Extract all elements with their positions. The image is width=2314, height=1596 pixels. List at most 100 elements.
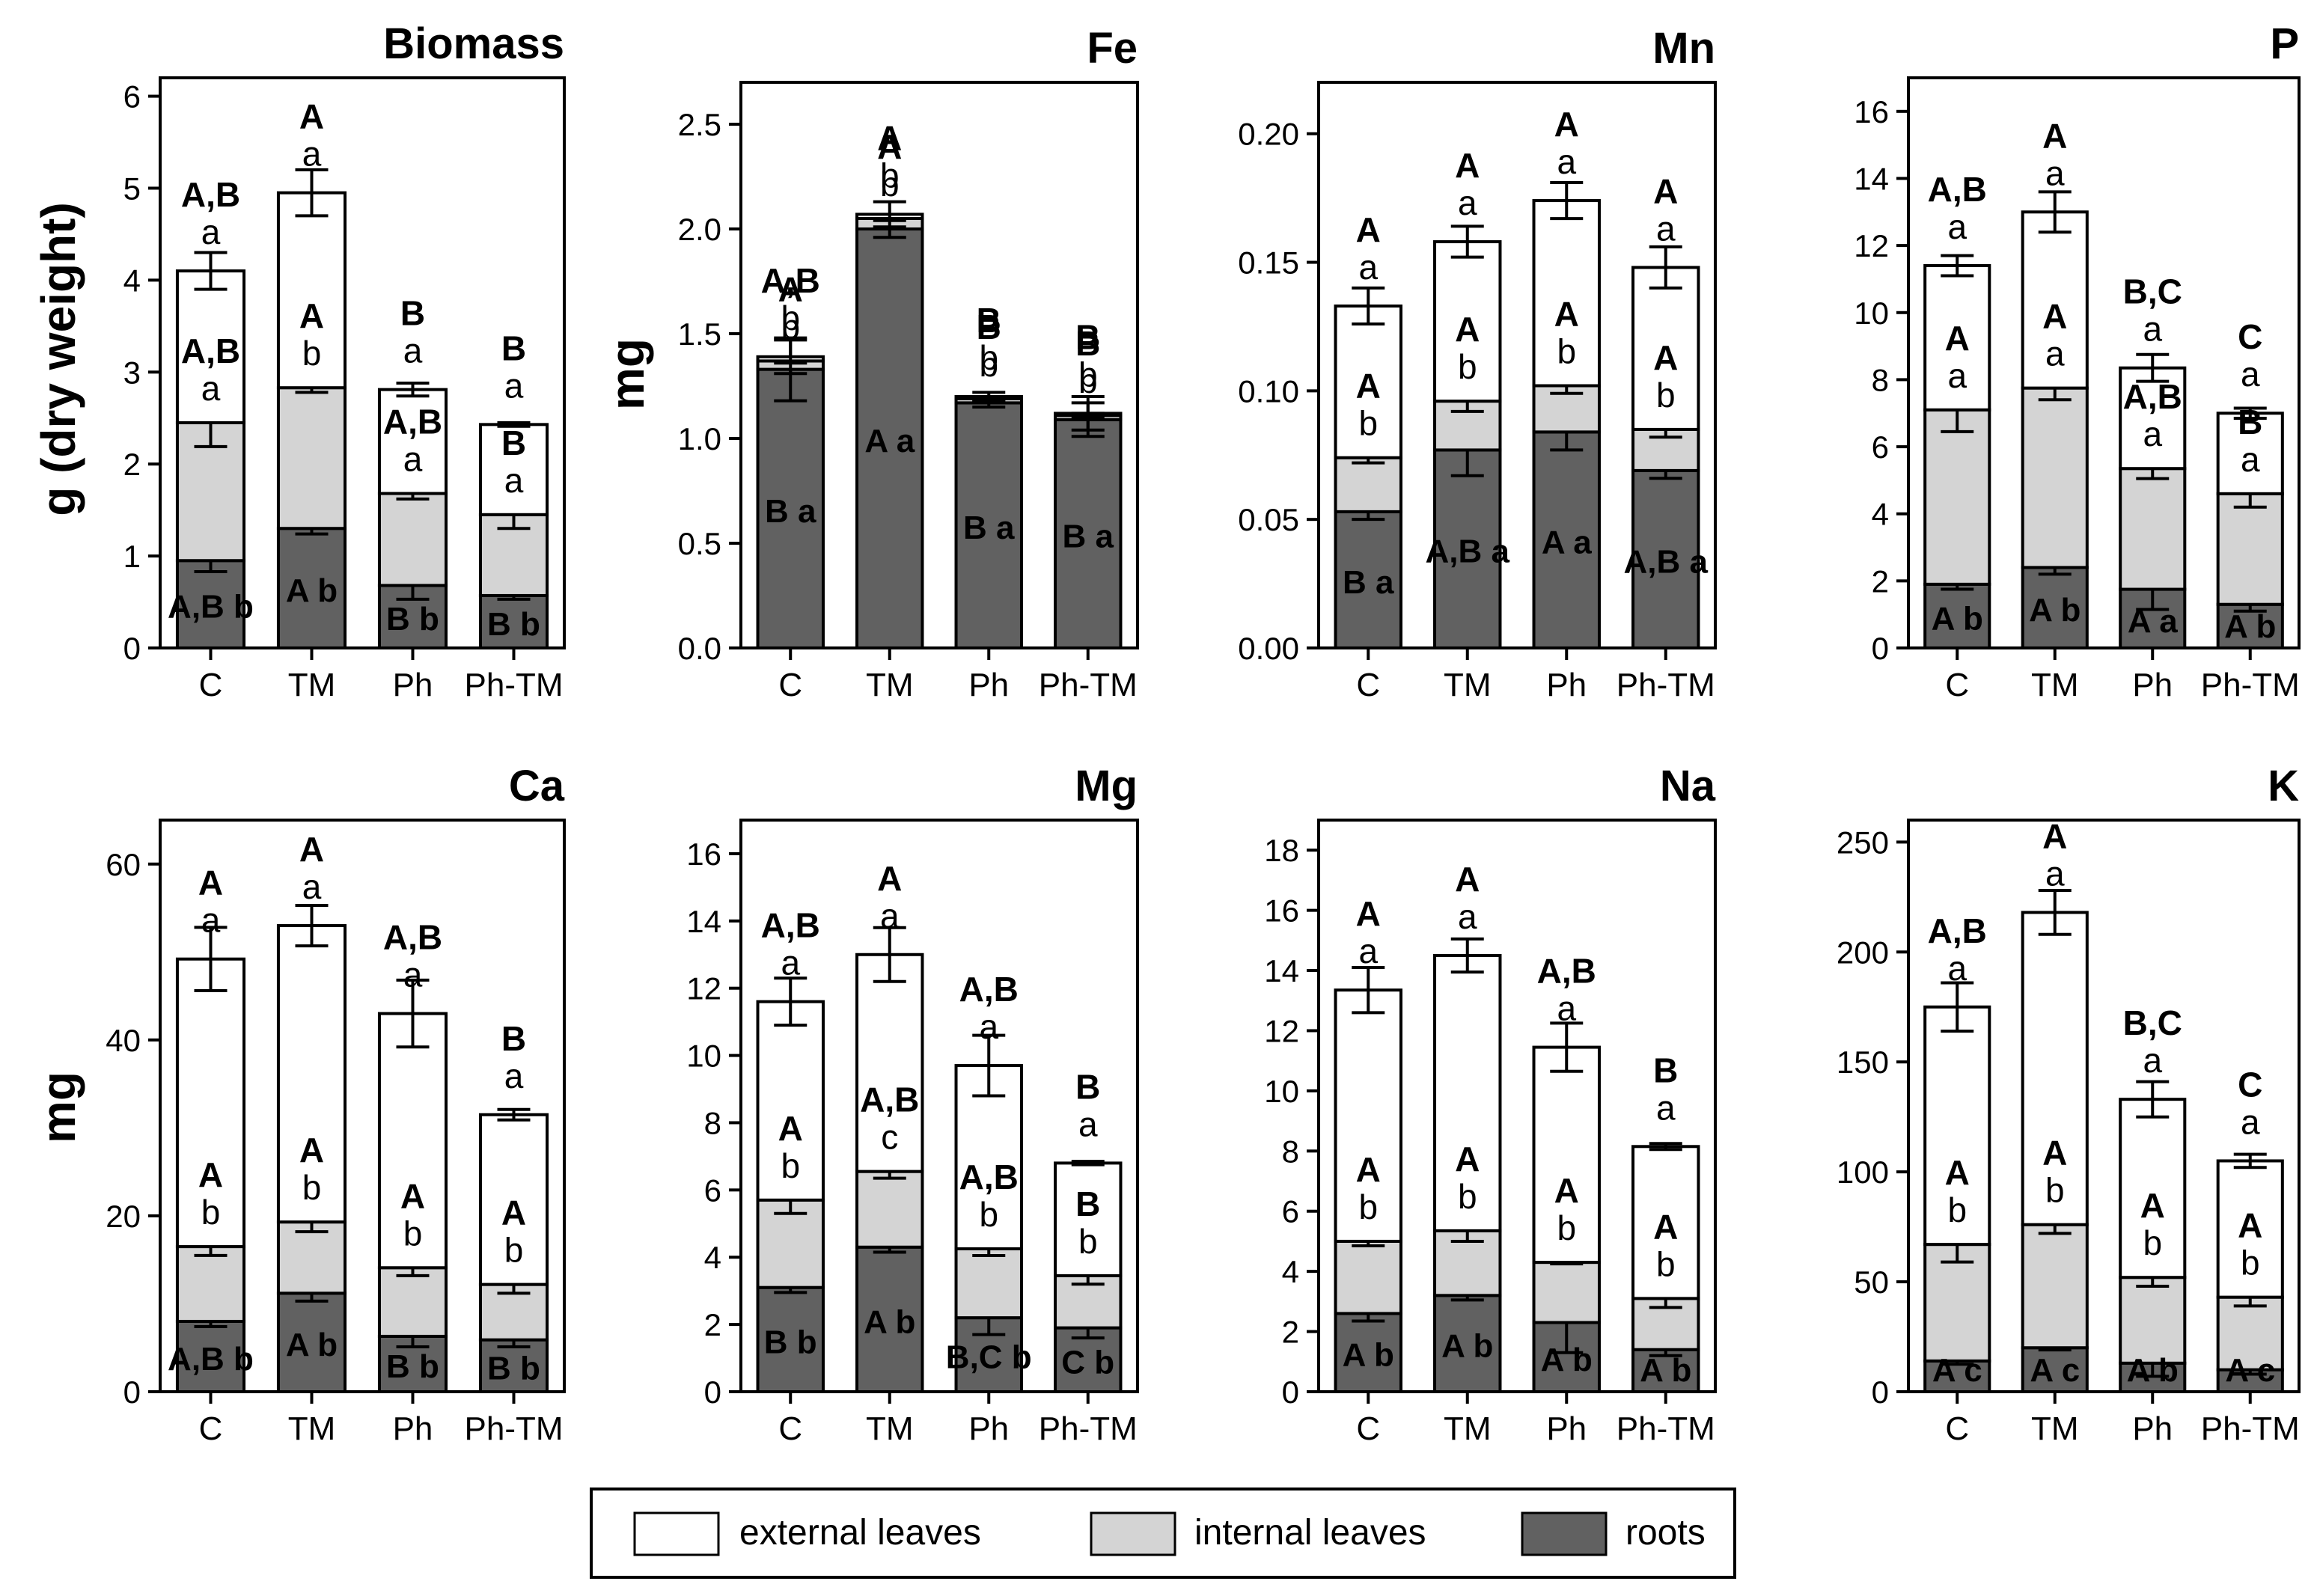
significance-roots: A b (286, 1327, 338, 1363)
significance-external-lower: b (781, 299, 800, 337)
y-tick-label: 0.0 (678, 631, 721, 666)
y-tick-label: 60 (106, 847, 141, 882)
y-tick-label: 0.00 (1238, 631, 1299, 666)
bar-segment-roots (1923, 1359, 1991, 1394)
x-tick-label: Ph-TM (1039, 667, 1138, 703)
x-tick-label: C (1356, 667, 1380, 703)
bar-segment-external-leaves (1054, 1161, 1123, 1277)
significance-roots: A b (1932, 600, 1983, 637)
bar-segment-roots (1433, 448, 1502, 650)
y-tick-label: 40 (106, 1023, 141, 1058)
bar-segment-internal-leaves (1433, 1229, 1502, 1297)
significance-external-upper: A,B (383, 918, 442, 957)
significance-internal-upper: A (1455, 310, 1480, 349)
significance-external-upper: A (1356, 894, 1381, 933)
significance-internal-upper: A (400, 1176, 425, 1215)
bar-segment-roots (478, 593, 549, 650)
significance-internal-upper: A (1653, 1207, 1678, 1246)
bar-segment-internal-leaves (2119, 1276, 2187, 1365)
y-tick-label: 8 (704, 1105, 721, 1140)
y-tick-label: 0.10 (1238, 373, 1299, 409)
significance-roots: B a (1343, 564, 1394, 601)
legend-label-external-leaves: external leaves (739, 1513, 981, 1553)
bar-segment-roots (1334, 510, 1402, 650)
y-tick-label: 1.5 (678, 317, 721, 352)
significance-internal-lower: b (781, 307, 800, 346)
significance-external-lower: a (403, 956, 423, 994)
significance-internal-lower: b (1458, 1177, 1477, 1216)
significance-internal-lower: b (2045, 1171, 2065, 1210)
significance-external-upper: A,B (181, 175, 240, 214)
bar-segment-external-leaves (954, 1064, 1023, 1250)
significance-external-upper: A,B (1537, 952, 1596, 991)
significance-external-lower: a (2241, 355, 2260, 394)
y-tick-label: 2 (1282, 1315, 1299, 1350)
significance-internal-lower: b (302, 334, 322, 373)
y-tick-label: 4 (1872, 497, 1889, 532)
significance-external-lower: a (1947, 207, 1967, 246)
bar-segment-internal-leaves (1532, 1261, 1601, 1324)
significance-internal-lower: c (881, 1118, 898, 1157)
y-tick-label: 16 (1264, 893, 1299, 929)
significance-roots: A b (1441, 1328, 1493, 1365)
significance-internal-lower: a (504, 461, 524, 500)
significance-internal-lower: b (1078, 1222, 1098, 1261)
significance-internal-upper: B (1075, 324, 1100, 363)
significance-internal-lower: b (201, 1193, 221, 1232)
significance-internal-upper: A (299, 1131, 324, 1170)
significance-external-lower: a (302, 135, 322, 174)
y-tick-label: 4 (704, 1240, 721, 1275)
significance-roots: A b (2029, 592, 2081, 629)
x-tick-label: TM (288, 667, 336, 703)
bar-segment-external-leaves (2119, 1098, 2187, 1279)
y-tick-label: 200 (1837, 935, 1889, 970)
x-tick-label: Ph (393, 1410, 433, 1447)
significance-external-lower: a (1358, 932, 1378, 970)
bar-segment-external-leaves (1532, 199, 1601, 388)
y-tick-label: 2.0 (678, 212, 721, 247)
significance-roots: A,B a (1426, 533, 1510, 570)
significance-internal-upper: A (1945, 319, 1970, 358)
significance-external-upper: B (1653, 1051, 1678, 1089)
significance-external-lower: b (979, 338, 998, 377)
significance-roots: B a (1063, 518, 1114, 554)
chart-title: P (2270, 19, 2299, 68)
significance-roots: A a (864, 423, 915, 459)
significance-external-lower: b (1078, 355, 1098, 394)
significance-external-lower: a (979, 1007, 998, 1046)
bar-segment-internal-leaves (377, 492, 448, 587)
bar-segment-external-leaves (377, 1012, 448, 1270)
bar-segment-internal-leaves (855, 1170, 924, 1249)
x-tick-label: TM (1444, 1410, 1492, 1447)
significance-external-upper: B,C (2123, 1003, 2182, 1042)
y-axis-label-top: g (dry weight) (31, 202, 85, 516)
y-tick-label: 0.05 (1238, 502, 1299, 537)
y-tick-label: 50 (1854, 1265, 1889, 1300)
significance-external-lower: a (1458, 183, 1477, 222)
bar-segment-external-leaves (276, 924, 347, 1224)
x-tick-label: C (778, 667, 802, 703)
bar-segment-roots (478, 1338, 549, 1394)
significance-roots: A b (2224, 608, 2276, 645)
x-tick-label: TM (1444, 667, 1492, 703)
significance-internal-upper: A (778, 269, 803, 308)
y-tick-label: 2 (1872, 563, 1889, 599)
significance-external-upper: B,C (2123, 272, 2182, 311)
significance-external-upper: A (1554, 105, 1579, 144)
bar-segment-internal-leaves (1923, 1243, 1991, 1363)
significance-external-lower: a (201, 213, 221, 251)
bar-segment-roots (276, 527, 347, 650)
significance-external-upper: A (299, 97, 324, 136)
significance-internal-upper: A (2042, 1134, 2067, 1172)
bar-segment-external-leaves (2021, 210, 2089, 390)
chart-title: Mn (1652, 24, 1715, 73)
y-tick-label: 8 (1872, 362, 1889, 397)
significance-external-upper: A (1356, 210, 1381, 249)
chart-title: Ca (509, 762, 565, 810)
significance-internal-lower: b (979, 345, 998, 384)
significance-roots: B a (765, 493, 816, 530)
significance-external-lower: a (1557, 142, 1576, 181)
